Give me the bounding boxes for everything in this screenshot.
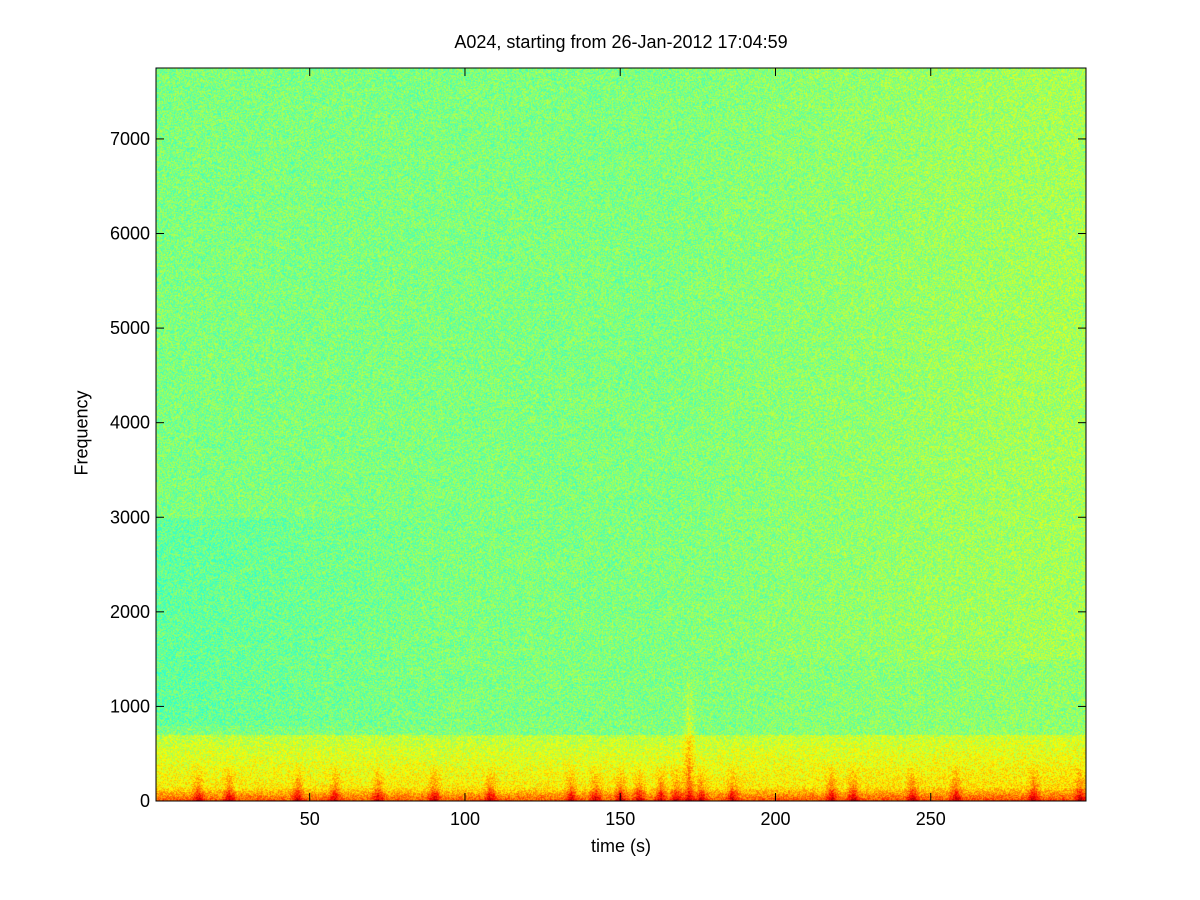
y-axis-label: Frequency: [71, 390, 92, 476]
x-tick-label: 150: [605, 809, 635, 829]
x-axis-ticks: 50 100 150 200 250: [300, 68, 946, 829]
x-tick-label: 200: [760, 809, 790, 829]
x-tick-label: 50: [300, 809, 320, 829]
y-tick-label: 3000: [110, 507, 150, 527]
axes-frame: [155, 67, 1087, 802]
y-tick-label: 2000: [110, 602, 150, 622]
x-tick-label: 250: [916, 809, 946, 829]
y-tick-label: 5000: [110, 318, 150, 338]
y-tick-label: 0: [140, 791, 150, 811]
chart-title: A024, starting from 26-Jan-2012 17:04:59: [454, 32, 788, 52]
y-tick-label: 4000: [110, 413, 150, 433]
y-tick-label: 7000: [110, 129, 150, 149]
y-tick-label: 6000: [110, 224, 150, 244]
x-tick-label: 100: [450, 809, 480, 829]
x-axis-label: time (s): [591, 836, 651, 856]
spectrogram-image: [156, 68, 1086, 801]
y-axis-ticks: 0 1000 2000 3000 4000 5000 6000 7000: [110, 129, 1086, 811]
y-tick-label: 1000: [110, 696, 150, 716]
